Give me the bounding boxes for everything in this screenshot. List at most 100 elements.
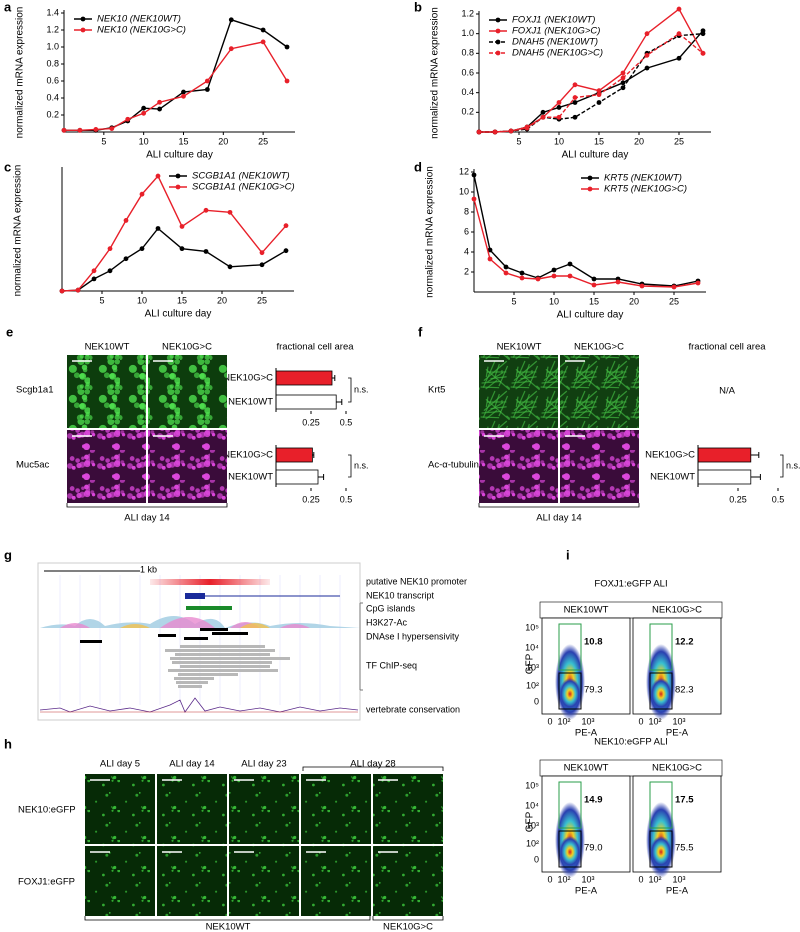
y-axis-label: normalized mRNA expression (13, 165, 24, 297)
data-point (155, 173, 161, 179)
gate-percentage: 12.2 (675, 637, 694, 648)
promoter-region (150, 579, 270, 585)
legend-label: DNAH5 (NEK10WT) (512, 37, 598, 48)
conservation-track (39, 697, 359, 713)
data-point (556, 105, 562, 110)
plot-group-title: NEK10:eGFP ALI (594, 737, 668, 748)
data-point (620, 85, 626, 91)
data-point (700, 31, 706, 37)
x-tick-label: 0.25 (302, 417, 320, 427)
data-point (503, 270, 509, 276)
data-point (700, 50, 706, 56)
footer-bracket (66, 503, 228, 508)
data-point (519, 275, 525, 281)
data-point (123, 256, 129, 262)
column-header: NEK10WT (497, 342, 542, 353)
data-point (644, 31, 650, 37)
significance-label: n.s. (786, 460, 800, 470)
x-tick-label: 10 (554, 136, 564, 146)
gfp-gate (649, 781, 673, 829)
row-label: Muc5ac (16, 460, 50, 471)
data-point (157, 106, 162, 112)
scale-label: 1 kb (140, 564, 157, 574)
legend-marker (80, 16, 86, 22)
legend-label: FOXJ1 (NEK10G>C) (512, 26, 600, 37)
x-tick-label: 25 (674, 136, 684, 146)
x-axis-label: PE-A (575, 886, 598, 897)
y-axis-label: GFP (525, 811, 536, 832)
data-point (91, 276, 97, 282)
bar (697, 469, 752, 485)
series-line (64, 18, 288, 131)
x-tick-label: 10² (557, 874, 570, 884)
panel-letter: i (566, 547, 570, 562)
data-point (283, 248, 289, 254)
micrograph (157, 846, 227, 916)
track-label: NEK10 transcript (366, 590, 435, 600)
column-header: NEK10G>C (652, 763, 702, 774)
micrograph (301, 846, 371, 916)
x-tick-label: 10³ (581, 874, 594, 884)
data-point (260, 27, 266, 33)
negative-gate (649, 830, 673, 868)
data-point (227, 264, 233, 270)
data-point (556, 100, 562, 105)
row-label: FOXJ1:eGFP (18, 877, 75, 888)
flow-plot (541, 775, 631, 873)
not-applicable: N/A (719, 386, 736, 397)
data-point (107, 268, 113, 274)
y-tick-label: 1.4 (46, 7, 59, 17)
data-point (181, 89, 186, 95)
x-tick-label: 0.25 (302, 494, 320, 504)
chip-seq-peaks (165, 645, 290, 688)
data-point (572, 100, 578, 105)
legend-marker (495, 50, 501, 56)
x-tick-label: 15 (178, 136, 188, 146)
y-tick-label: 1.2 (46, 24, 59, 34)
category-label: NEK10WT (228, 472, 273, 483)
legend-label: DNAH5 (NEK10G>C) (512, 48, 603, 59)
data-point (487, 256, 493, 262)
track-label: putative NEK10 promoter (366, 576, 467, 586)
y-tick-label: 10⁵ (525, 780, 539, 790)
panel-letter: b (414, 0, 422, 14)
gate-percentage: 79.0 (584, 843, 603, 854)
footer-label: ALI day 14 (124, 513, 169, 524)
legend-label: FOXJ1 (NEK10WT) (512, 15, 595, 26)
data-point (551, 267, 557, 273)
bar (275, 394, 337, 410)
data-point (572, 95, 578, 100)
significance-bracket (348, 377, 352, 403)
data-point (227, 209, 233, 215)
data-point (179, 224, 185, 229)
plot-group-title: FOXJ1:eGFP ALI (594, 579, 667, 590)
y-tick-label: 0.4 (461, 87, 474, 97)
x-tick-label: 25 (669, 296, 679, 306)
significance-bracket (780, 454, 784, 478)
data-point (572, 114, 578, 120)
data-point (259, 262, 265, 268)
data-point (179, 246, 185, 252)
x-tick-label: 0.5 (772, 494, 785, 504)
data-point (93, 127, 99, 132)
gfp-gate (649, 623, 673, 671)
series-line (61, 227, 287, 292)
data-point (141, 105, 147, 111)
legend-label: SCGB1A1 (NEK10WT) (192, 171, 290, 182)
y-tick-label: 0.4 (46, 92, 59, 102)
gate-percentage: 14.9 (584, 795, 603, 806)
series-line (473, 174, 699, 287)
data-point (139, 246, 145, 252)
bar (275, 447, 313, 463)
data-point (639, 283, 645, 289)
data-point (61, 127, 67, 133)
data-point (487, 247, 493, 253)
micrograph (229, 774, 299, 844)
y-tick-label: 8 (464, 206, 469, 216)
y-tick-label: 10² (526, 838, 539, 848)
row-label: NEK10:eGFP (18, 805, 76, 816)
panel-letter: f (418, 324, 423, 339)
data-point (260, 39, 266, 45)
